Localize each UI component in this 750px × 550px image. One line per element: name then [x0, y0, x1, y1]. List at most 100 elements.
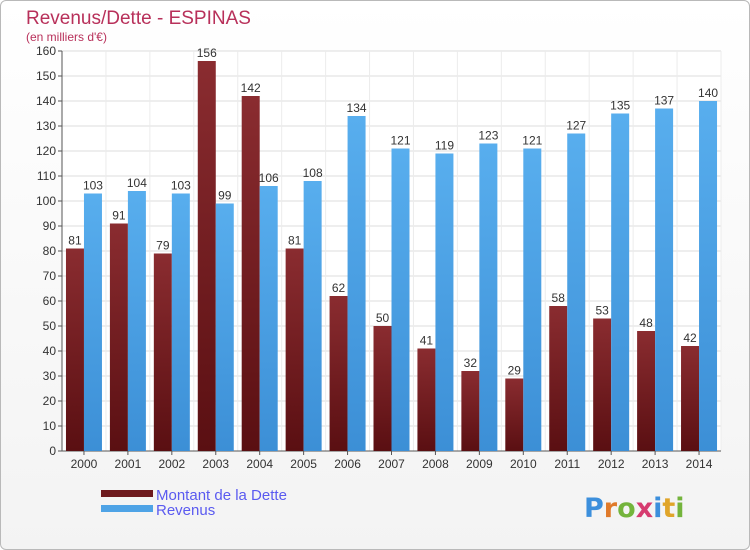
bar-revenus — [567, 133, 586, 451]
legend-label-dette: Montant de la Dette — [156, 487, 287, 504]
bar-dette — [109, 223, 128, 451]
bar-dette — [505, 378, 524, 451]
data-label-revenus: 106 — [259, 171, 279, 185]
data-label-dette: 81 — [288, 234, 302, 248]
logo-letter: r — [604, 493, 618, 524]
x-tick-label: 2001 — [115, 457, 142, 471]
y-tick-label: 120 — [36, 144, 56, 158]
y-tick-label: 130 — [36, 119, 56, 133]
data-label-revenus: 121 — [390, 134, 410, 148]
y-tick-label: 80 — [43, 244, 57, 258]
data-label-dette: 32 — [464, 356, 478, 370]
data-label-dette: 58 — [552, 291, 566, 305]
y-tick-label: 30 — [43, 369, 57, 383]
data-label-revenus: 103 — [83, 179, 103, 193]
data-label-revenus: 134 — [347, 101, 367, 115]
data-label-revenus: 99 — [218, 189, 232, 203]
bar-revenus — [259, 186, 278, 451]
bar-revenus — [215, 203, 234, 451]
data-label-dette: 42 — [683, 331, 697, 345]
data-label-dette: 41 — [420, 334, 434, 348]
data-label-revenus: 135 — [610, 99, 630, 113]
bar-dette — [593, 318, 612, 451]
bar-revenus — [303, 181, 322, 451]
x-tick-label: 2013 — [642, 457, 669, 471]
x-tick-label: 2011 — [554, 457, 580, 471]
chart-subtitle: (en milliers d'€) — [26, 30, 107, 44]
x-tick-label: 2006 — [334, 457, 361, 471]
x-tick-label: 2005 — [290, 457, 317, 471]
x-tick-label: 2003 — [202, 457, 229, 471]
data-label-revenus: 123 — [478, 129, 498, 143]
data-label-dette: 29 — [508, 364, 522, 378]
bar-dette — [153, 253, 172, 451]
data-label-dette: 142 — [241, 81, 261, 95]
bar-revenus — [391, 148, 410, 451]
y-tick-label: 10 — [43, 419, 57, 433]
bar-dette — [417, 348, 436, 451]
data-label-dette: 156 — [197, 46, 217, 60]
data-label-dette: 81 — [68, 234, 82, 248]
y-tick-label: 100 — [36, 194, 56, 208]
data-label-revenus: 119 — [435, 139, 454, 153]
x-tick-label: 2008 — [422, 457, 449, 471]
logo-letter: i — [653, 493, 662, 524]
x-tick-label: 2004 — [246, 457, 273, 471]
x-tick-label: 2007 — [378, 457, 405, 471]
x-tick-label: 2000 — [71, 457, 98, 471]
logo-letter: x — [636, 493, 653, 524]
data-label-revenus: 140 — [698, 86, 718, 100]
y-tick-label: 140 — [36, 94, 56, 108]
bar-revenus — [523, 148, 542, 451]
x-tick-label: 2009 — [466, 457, 493, 471]
y-tick-label: 70 — [43, 269, 57, 283]
y-tick-label: 40 — [43, 344, 57, 358]
logo-letter: P — [584, 493, 604, 524]
bar-dette — [197, 61, 216, 451]
y-tick-label: 0 — [49, 444, 56, 458]
legend-label-revenus: Revenus — [156, 502, 215, 519]
bar-dette — [461, 371, 480, 451]
y-tick-label: 150 — [36, 69, 56, 83]
bar-revenus — [479, 143, 498, 451]
data-label-dette: 48 — [639, 316, 653, 330]
bar-dette — [241, 96, 260, 451]
x-tick-label: 2014 — [686, 457, 713, 471]
bar-revenus — [171, 193, 190, 451]
bar-revenus — [127, 191, 146, 451]
bar-revenus — [699, 101, 718, 451]
bar-revenus — [347, 116, 366, 451]
logo-letter: t — [662, 493, 675, 524]
chart-title: Revenus/Dette - ESPINAS — [26, 8, 251, 29]
y-tick-label: 50 — [43, 319, 57, 333]
legend-swatch-dette — [101, 490, 153, 497]
y-tick-label: 60 — [43, 294, 57, 308]
y-tick-label: 110 — [37, 169, 56, 183]
plot-area: 0 10 20 30 40 50 60 70 80 90 100 110 120 130 140 150 160… — [36, 44, 722, 471]
data-label-dette: 62 — [332, 281, 346, 295]
bar-dette — [65, 248, 84, 451]
logo-letter: i — [675, 493, 684, 524]
y-tick-label: 90 — [43, 219, 57, 233]
y-tick-label: 20 — [43, 394, 57, 408]
x-tick-label: 2010 — [510, 457, 537, 471]
data-label-revenus: 137 — [654, 94, 674, 108]
bar-dette — [637, 331, 656, 451]
data-label-dette: 91 — [112, 209, 126, 223]
bar-revenus — [83, 193, 102, 451]
proxiti-logo: Proxiti — [584, 493, 685, 524]
y-tick-label: 160 — [36, 44, 56, 58]
data-label-dette: 79 — [156, 239, 170, 253]
data-label-revenus: 127 — [566, 119, 586, 133]
bar-revenus — [435, 153, 454, 451]
bar-revenus — [655, 108, 674, 451]
x-tick-label: 2012 — [598, 457, 625, 471]
data-label-revenus: 103 — [171, 179, 191, 193]
bar-dette — [549, 306, 568, 451]
bar-revenus — [611, 113, 630, 451]
data-label-dette: 53 — [595, 304, 609, 318]
bar-dette — [373, 326, 392, 451]
data-label-revenus: 104 — [127, 176, 147, 190]
